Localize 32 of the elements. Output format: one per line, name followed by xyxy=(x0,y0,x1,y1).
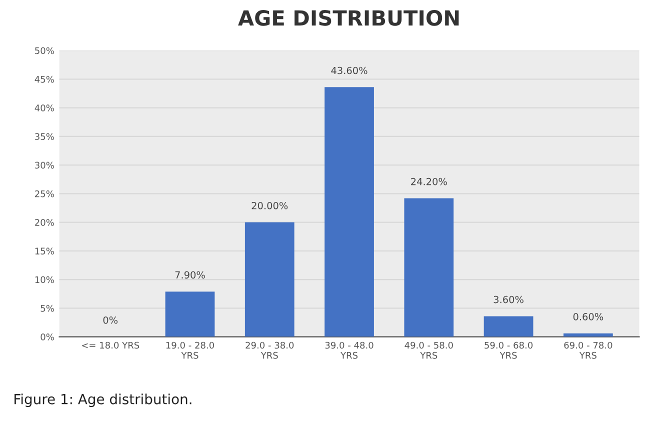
y-tick-label: 45% xyxy=(34,76,54,83)
chart-title: AGE DISTRIBUTION xyxy=(238,10,459,26)
x-tick-label: 39.0 - 48.0 YRS xyxy=(325,342,374,359)
bar xyxy=(404,198,454,337)
y-tick-label: 5% xyxy=(40,304,54,312)
bar xyxy=(244,222,294,337)
x-tick-label: 69.0 - 78.0 YRS xyxy=(564,342,612,359)
y-tick-label: 10% xyxy=(35,276,54,284)
data-label: 43.60% xyxy=(331,66,368,74)
y-tick-label: 30% xyxy=(35,162,54,169)
y-tick-label: 50% xyxy=(35,47,54,54)
x-tick-label: 29.0 - 38.0 YRS xyxy=(246,342,294,359)
x-tick-label: 19.0 - 28.0 YRS xyxy=(166,342,214,359)
y-tick-label: 15% xyxy=(35,248,54,254)
data-label: 0.60% xyxy=(573,313,604,320)
y-tick-label: 20% xyxy=(35,219,54,226)
x-tick-label: 49.0 - 58.0 YRS xyxy=(404,342,453,359)
caption: Figure 1: Age distribution. xyxy=(14,394,192,408)
y-tick-label: 25% xyxy=(35,190,54,198)
x-tick-label: <= 18.0 YRS xyxy=(82,342,140,349)
data-label: 0% xyxy=(103,316,118,324)
data-label: 20.00% xyxy=(252,202,288,210)
y-tick-label: 0% xyxy=(40,334,54,340)
y-tick-label: 35% xyxy=(35,133,54,140)
bar xyxy=(484,316,534,337)
bar xyxy=(324,87,374,337)
bar xyxy=(165,292,215,337)
data-label: 7.90% xyxy=(175,271,205,279)
y-tick-label: 40% xyxy=(34,104,54,112)
x-tick-label: 59.0 - 68.0 YRS xyxy=(484,342,533,359)
data-label: 24.20% xyxy=(411,178,447,186)
data-label: 3.60% xyxy=(494,296,524,304)
